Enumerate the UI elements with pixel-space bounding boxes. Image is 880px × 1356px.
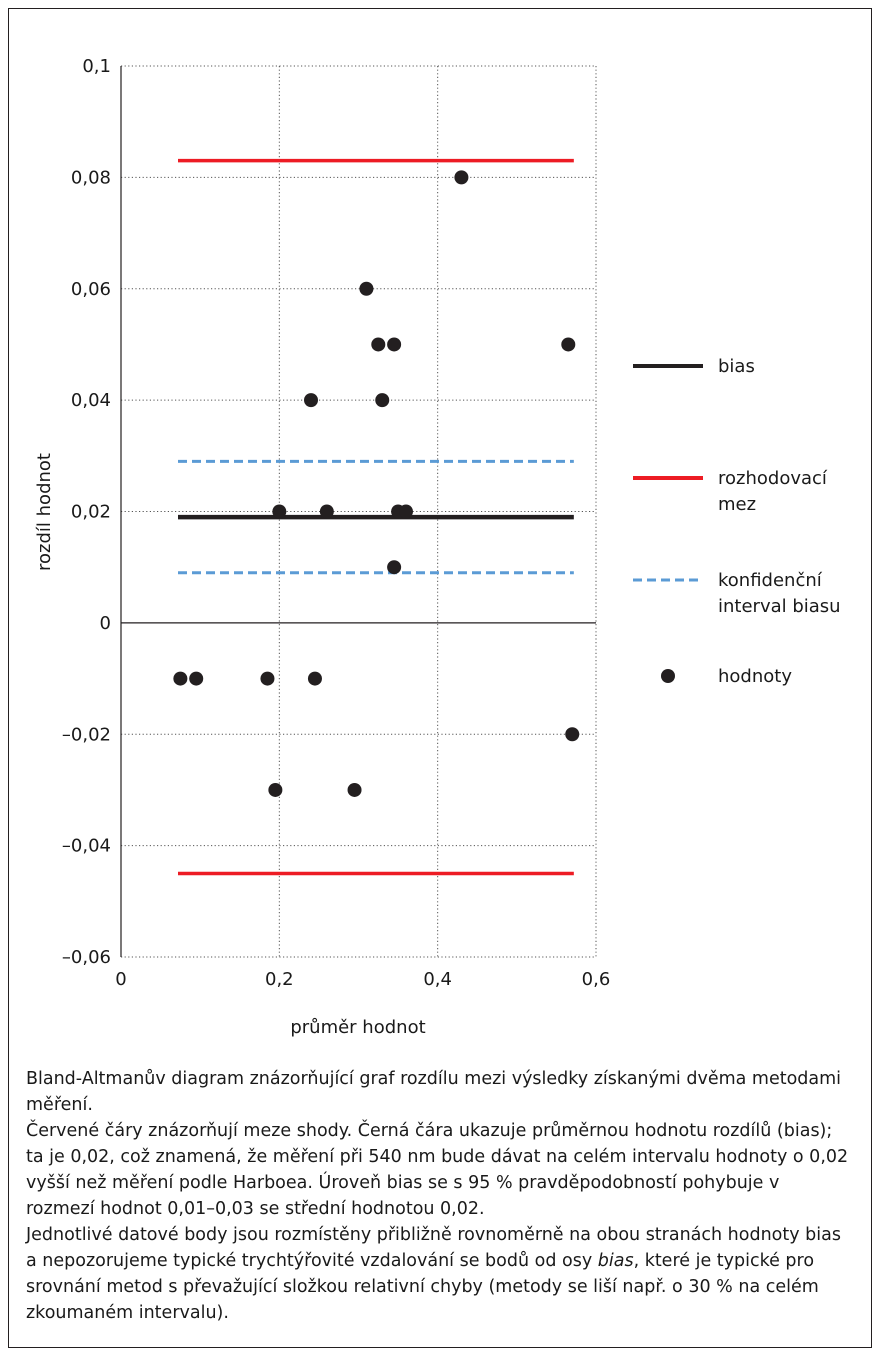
legend-label: hodnoty [718,666,792,687]
data-point [272,504,287,519]
caption-italic-bias: bias [597,1251,634,1271]
x-tick-label: 0,6 [582,969,611,990]
reference-lines [178,158,574,876]
data-point [375,393,390,408]
x-tick-label: 0,2 [265,969,294,990]
caption-paragraph-3: Jednotlivé datové body jsou rozmístěny p… [26,1222,852,1326]
data-point [307,671,322,686]
caption-paragraph-3-start: Jednotlivé datové body jsou rozmístěny p… [26,1225,841,1271]
axes [120,66,596,957]
data-point [189,671,204,686]
data-point [387,560,402,575]
data-point [359,281,374,296]
data-point [347,782,362,797]
data-point [260,671,275,686]
bland-altman-chart: –0,06 –0,04 –0,02 0 0,02 0,04 0,06 0,08 0,1 0 0,2 0… [34,56,841,1038]
y-axis-label: rozdíl hodnot [34,453,55,571]
caption-paragraph-2: Červené čáry znázorňují meze shody. Čern… [26,1121,849,1219]
x-axis-label: průměr hodnot [290,1017,425,1038]
figure-caption: Bland-Altmanův diagram znázorňující graf… [26,1066,852,1326]
caption-paragraph-1: Bland-Altmanův diagram znázorňující graf… [26,1069,842,1115]
legend-label: mez [718,494,756,515]
y-tick-label: 0,04 [71,390,111,411]
data-point [561,337,576,352]
data-point [399,504,413,519]
legend-label: rozhodovací [718,468,828,489]
caption-paragraph-3-end: , které je typické pro srovnání metod s … [26,1251,819,1323]
legend: bias rozhodovací mez konfidenční interval bi… [633,356,841,687]
data-point [371,337,386,352]
data-point [319,504,334,519]
data-point [454,170,469,185]
y-tick-label: –0,04 [62,836,111,857]
tick-labels: –0,06 –0,04 –0,02 0 0,02 0,04 0,06 0,08 0,1 0 0,2 0… [62,56,610,990]
data-points [173,170,580,797]
x-tick-label: 0,4 [423,969,452,990]
legend-marker-swatch [661,669,675,683]
data-point [304,393,318,408]
data-point [565,727,580,742]
y-tick-label: 0,06 [71,279,111,300]
y-tick-label: 0,1 [82,56,111,77]
legend-label: interval biasu [718,596,841,617]
legend-label: konfidenční [718,570,823,591]
data-point [173,671,188,686]
y-tick-label: 0 [100,613,111,634]
x-tick-label: 0 [115,969,126,990]
grid-lines [121,65,597,958]
y-tick-label: –0,02 [62,724,111,745]
figure-frame [8,8,872,1348]
data-point [387,337,402,352]
data-point [268,782,283,797]
y-tick-label: 0,08 [71,167,111,188]
legend-label: bias [718,356,755,377]
y-tick-label: –0,06 [62,947,111,968]
y-tick-label: 0,02 [71,502,111,523]
